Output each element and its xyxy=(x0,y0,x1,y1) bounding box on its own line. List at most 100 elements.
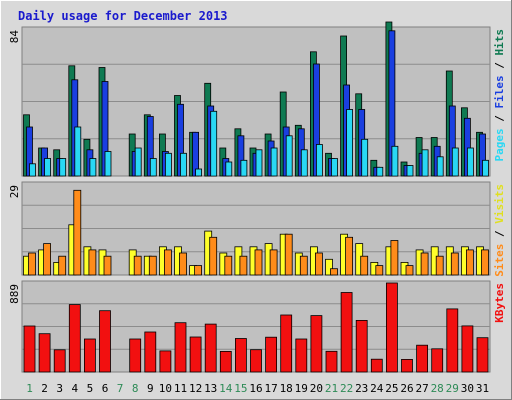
legend-entry-visits: Visits xyxy=(493,184,506,224)
legend-pages-files-hits: Pages / Files / Hits xyxy=(493,29,506,162)
panel-pages-files-hits: 84 Pages / Files / Hits xyxy=(8,21,506,177)
x-tick-label-day-30: 30 xyxy=(461,382,474,395)
bar-kbytes-day-31 xyxy=(476,337,489,373)
legend-sites-visits: Sites / Visits xyxy=(493,184,506,277)
bar-sites-day-5 xyxy=(88,249,97,276)
bar-kbytes-day-5 xyxy=(84,338,96,373)
bar-pages-day-8 xyxy=(134,147,142,177)
legend-kbytes: KBytes xyxy=(493,283,506,323)
bar-kbytes-day-3 xyxy=(53,349,66,373)
bar-kbytes-day-25 xyxy=(385,282,398,373)
bar-pages-day-25 xyxy=(391,145,399,177)
bar-sites-day-11 xyxy=(179,252,187,276)
bar-kbytes-day-13 xyxy=(204,323,217,373)
legend-separator: / xyxy=(493,224,506,244)
chart-panels: 84 Pages / Files / Hits 29 Sites / Visits 88… xyxy=(8,21,506,373)
bar-pages-day-2 xyxy=(44,158,51,177)
bar-pages-day-29 xyxy=(451,147,459,177)
bar-kbytes-day-20 xyxy=(310,315,323,373)
bar-sites-day-19 xyxy=(299,255,308,276)
x-tick-label-day-9: 9 xyxy=(147,382,154,395)
bar-pages-day-12 xyxy=(195,168,203,177)
bar-kbytes-day-17 xyxy=(265,336,278,373)
bar-pages-day-28 xyxy=(436,156,444,177)
x-tick-label-day-25: 25 xyxy=(385,382,398,395)
bar-kbytes-day-15 xyxy=(234,338,247,373)
x-tick-label-day-8: 8 xyxy=(132,382,139,395)
x-tick-label-day-6: 6 xyxy=(102,382,109,395)
y-axis-max-label: 84 xyxy=(8,30,21,44)
bar-pages-day-23 xyxy=(361,138,369,177)
bar-sites-day-10 xyxy=(163,249,172,276)
bar-pages-day-6 xyxy=(104,151,112,177)
bar-kbytes-day-26 xyxy=(401,358,413,373)
bar-pages-day-31 xyxy=(482,159,489,177)
bar-pages-day-11 xyxy=(180,152,187,177)
bar-sites-day-9 xyxy=(148,255,157,276)
bar-pages-day-19 xyxy=(300,149,308,177)
bar-pages-day-21 xyxy=(331,158,338,177)
bar-kbytes-day-22 xyxy=(340,292,353,373)
bar-sites-day-15 xyxy=(239,255,248,276)
bar-kbytes-day-29 xyxy=(446,308,459,373)
bar-sites-day-28 xyxy=(435,255,444,276)
y-axis-max-label: 29 xyxy=(8,185,21,198)
legend-separator: / xyxy=(493,56,506,76)
bar-sites-day-8 xyxy=(133,255,142,276)
bar-sites-day-20 xyxy=(314,252,323,276)
x-tick-label-day-26: 26 xyxy=(400,382,413,395)
bar-kbytes-day-19 xyxy=(295,338,308,373)
bar-sites-day-18 xyxy=(284,233,293,276)
bar-kbytes-day-30 xyxy=(461,325,474,373)
legend-entry-pages: Pages xyxy=(493,128,506,161)
legend-entry-files: Files xyxy=(493,75,506,108)
x-tick-label-day-13: 13 xyxy=(204,382,217,395)
bar-pages-day-20 xyxy=(315,144,323,177)
bar-pages-day-18 xyxy=(285,135,293,177)
legend-entry-sites: Sites xyxy=(493,244,506,277)
bar-kbytes-day-21 xyxy=(325,350,338,373)
bar-pages-day-1 xyxy=(29,163,36,177)
x-tick-label-day-23: 23 xyxy=(355,382,368,395)
bar-sites-day-25 xyxy=(390,240,399,276)
x-tick-label-day-31: 31 xyxy=(476,382,489,395)
bar-sites-day-12 xyxy=(194,265,203,276)
x-tick-label-day-15: 15 xyxy=(234,382,247,395)
bar-sites-day-24 xyxy=(375,265,384,276)
bar-pages-day-14 xyxy=(225,161,233,177)
bar-kbytes-day-27 xyxy=(416,344,429,373)
legend-separator: / xyxy=(493,109,506,129)
bar-pages-day-15 xyxy=(240,159,248,177)
x-tick-label-day-4: 4 xyxy=(71,382,78,395)
bar-sites-day-2 xyxy=(43,243,51,276)
bar-kbytes-day-18 xyxy=(280,314,293,373)
x-tick-label-day-20: 20 xyxy=(310,382,323,395)
bar-kbytes-day-11 xyxy=(174,322,187,373)
legend-entry-kbytes: KBytes xyxy=(493,283,506,323)
x-tick-label-day-24: 24 xyxy=(370,382,384,395)
bar-sites-day-29 xyxy=(450,252,459,276)
bar-sites-day-26 xyxy=(405,265,414,276)
x-tick-label-day-2: 2 xyxy=(41,382,48,395)
bar-kbytes-day-8 xyxy=(129,338,142,373)
x-tick-label-day-19: 19 xyxy=(295,382,308,395)
x-tick-label-day-5: 5 xyxy=(87,382,94,395)
x-tick-label-day-29: 29 xyxy=(446,382,459,395)
x-axis-tick-labels: 1 2 3 4 5 6 7 8 9 10 11 12 13 14 15 16 17 18 19 20 21 22 23 24 2… xyxy=(26,382,489,395)
bar-pages-day-22 xyxy=(346,109,354,177)
bar-kbytes-day-24 xyxy=(370,358,383,373)
x-tick-label-day-21: 21 xyxy=(325,382,338,395)
x-tick-label-day-12: 12 xyxy=(189,382,202,395)
bar-kbytes-day-12 xyxy=(189,336,202,373)
bar-kbytes-day-1 xyxy=(23,325,36,373)
x-tick-label-day-1: 1 xyxy=(26,382,33,395)
bar-sites-day-1 xyxy=(28,252,36,276)
bar-kbytes-day-28 xyxy=(431,348,444,373)
bar-kbytes-day-4 xyxy=(68,304,81,373)
x-tick-label-day-11: 11 xyxy=(174,382,187,395)
x-tick-label-day-22: 22 xyxy=(340,382,353,395)
bar-kbytes-day-23 xyxy=(355,319,368,373)
x-tick-label-day-18: 18 xyxy=(280,382,293,395)
bar-sites-day-6 xyxy=(103,255,112,276)
bar-kbytes-day-6 xyxy=(99,310,111,373)
